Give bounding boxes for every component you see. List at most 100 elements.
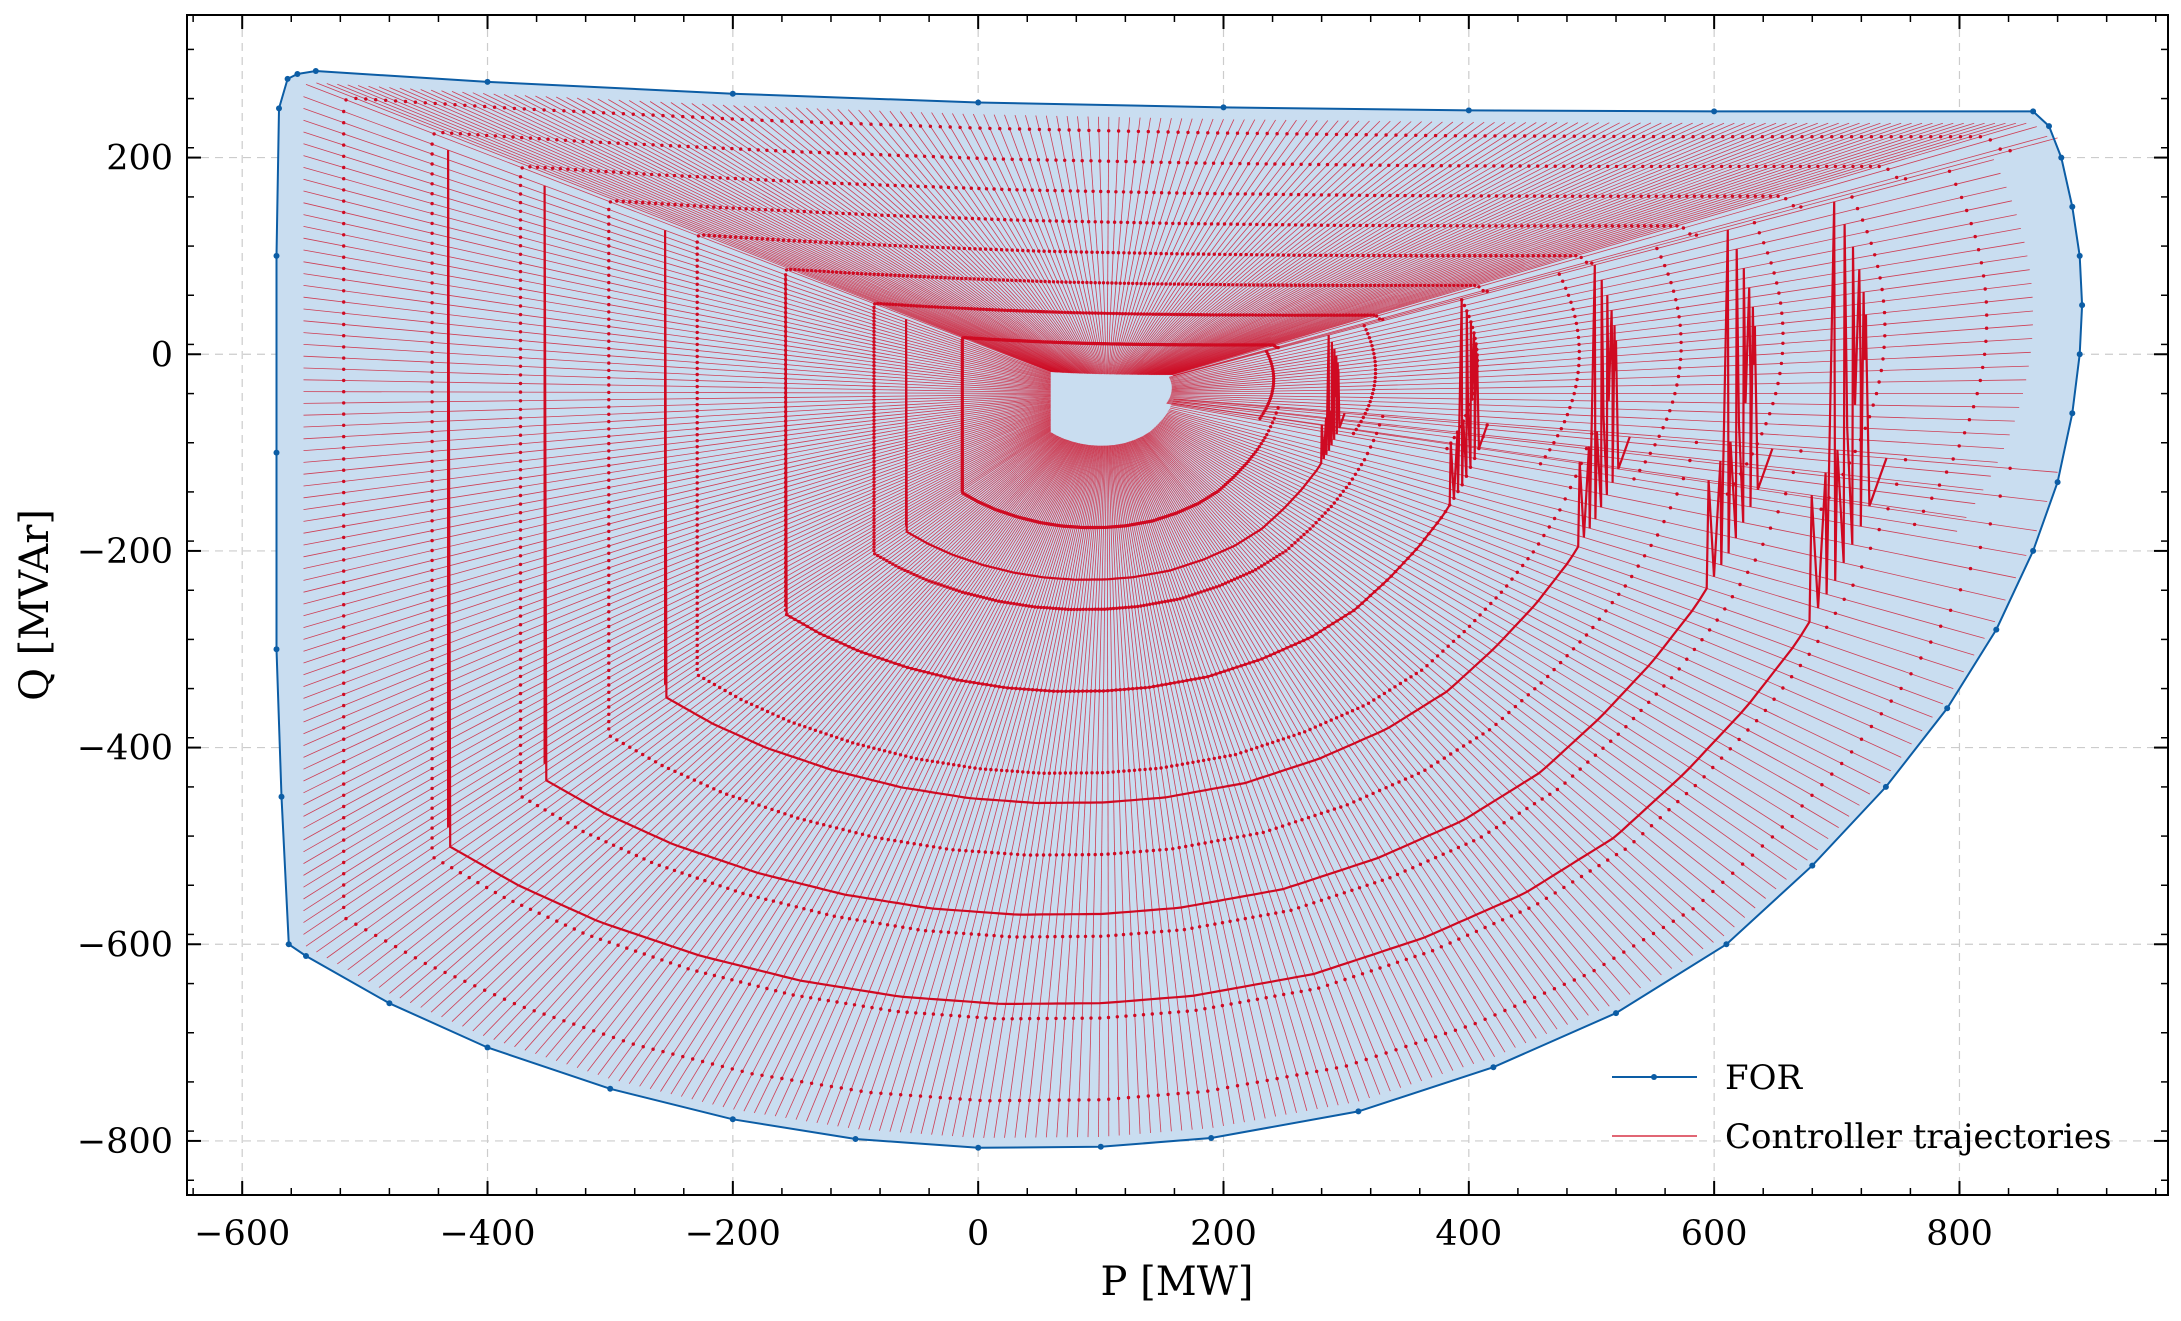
trajectory-point xyxy=(1578,640,1582,644)
trajectory-point xyxy=(957,1014,962,1018)
trajectory-point xyxy=(607,295,611,299)
trajectory-point xyxy=(1030,688,1035,692)
trajectory-point xyxy=(873,552,877,556)
for-boundary-point xyxy=(1465,107,1472,114)
trajectory-point xyxy=(1604,224,1608,228)
trajectory-point xyxy=(601,111,606,115)
trajectory-point xyxy=(342,401,346,405)
trajectory-point xyxy=(1030,935,1034,939)
trajectory-point xyxy=(628,745,632,749)
trajectory-point xyxy=(1630,574,1634,579)
trajectory-point xyxy=(1185,678,1189,683)
trajectory-point xyxy=(1166,1092,1170,1097)
trajectory-point xyxy=(607,405,611,409)
trajectory-line xyxy=(1161,419,1891,772)
trajectory-point xyxy=(1364,328,1368,332)
trajectory-point xyxy=(1303,253,1307,257)
trajectory-point xyxy=(783,523,788,527)
trajectory-point xyxy=(430,192,434,196)
trajectory-point xyxy=(651,1047,655,1051)
trajectory-point xyxy=(542,108,546,112)
trajectory-point xyxy=(342,659,346,663)
trajectory-point xyxy=(641,200,645,205)
trajectory-point xyxy=(1499,254,1504,258)
trajectory-point xyxy=(894,564,898,568)
trajectory-point xyxy=(1539,224,1543,228)
trajectory-point xyxy=(1474,736,1479,740)
trajectory-point xyxy=(1159,929,1164,934)
trajectory-point xyxy=(1681,135,1685,139)
trajectory-point xyxy=(1679,349,1683,353)
trajectory-point xyxy=(781,717,786,721)
trajectory-point xyxy=(1181,679,1185,683)
trajectory-point xyxy=(364,928,368,932)
trajectory-point xyxy=(1193,282,1198,286)
trajectory-point xyxy=(695,969,699,973)
trajectory-point xyxy=(1339,223,1343,228)
trajectory-point xyxy=(1193,592,1197,596)
trajectory-point xyxy=(803,725,807,729)
trajectory-point xyxy=(342,614,346,618)
trajectory-point xyxy=(1641,134,1646,139)
trajectory-point xyxy=(607,639,611,643)
axis-ticks xyxy=(187,15,2168,1195)
trajectory-point xyxy=(1272,651,1277,656)
trajectory-point xyxy=(607,544,611,548)
trajectory-point xyxy=(518,700,523,704)
trajectory-point xyxy=(1037,127,1042,132)
trajectory-point xyxy=(1475,347,1479,352)
trajectory-point xyxy=(566,167,570,171)
trajectory-point xyxy=(1077,128,1081,132)
trajectory-point xyxy=(783,476,788,480)
trajectory-point xyxy=(1435,654,1440,658)
trajectory-point xyxy=(1047,280,1052,284)
trajectory-line xyxy=(1127,442,1402,1088)
trajectory-point xyxy=(1119,851,1123,855)
trajectory-point xyxy=(968,126,972,130)
trajectory-line xyxy=(1167,411,1975,656)
trajectory-line xyxy=(1120,443,1308,1112)
trajectory-point xyxy=(998,1098,1002,1103)
trajectory-point xyxy=(1361,704,1365,708)
trajectory-point xyxy=(1688,458,1692,463)
trajectory-point xyxy=(1418,283,1423,288)
trajectory-point xyxy=(1292,733,1296,738)
trajectory-point xyxy=(520,135,524,140)
trajectory-point xyxy=(1770,835,1775,839)
trajectory-point xyxy=(906,569,910,574)
trajectory-line xyxy=(1166,413,1954,689)
trajectory-point xyxy=(634,749,638,753)
trajectory-point xyxy=(1187,312,1191,317)
trajectory-line xyxy=(1153,427,1777,890)
trajectory-point xyxy=(1302,532,1306,537)
trajectory-point xyxy=(1765,251,1770,255)
trajectory-line xyxy=(303,108,1051,374)
trajectory-line xyxy=(482,438,1064,1036)
trajectory-point xyxy=(1014,278,1018,283)
trajectory-point xyxy=(1510,194,1514,198)
trajectory-point xyxy=(1080,159,1084,163)
trajectory-point xyxy=(695,439,699,443)
trajectory-point xyxy=(760,1073,764,1078)
trajectory-point xyxy=(342,289,346,293)
trajectory-point xyxy=(861,242,865,246)
trajectory-point xyxy=(851,271,855,275)
trajectory-point xyxy=(1610,224,1615,228)
trajectory-point xyxy=(430,429,434,434)
trajectory-point xyxy=(1015,602,1019,606)
trajectory-point xyxy=(1737,164,1741,169)
trajectory-point xyxy=(872,363,876,368)
trajectory-point xyxy=(1118,281,1122,285)
trajectory-point xyxy=(695,396,699,401)
trajectory-point xyxy=(1060,934,1065,939)
trajectory-point xyxy=(1443,509,1448,514)
trajectory-line xyxy=(1162,418,1902,758)
trajectory-point xyxy=(1151,282,1156,286)
trajectory-point xyxy=(518,459,523,463)
trajectory-point xyxy=(1197,282,1202,287)
trajectory-point xyxy=(1604,609,1608,613)
trajectory-point xyxy=(783,292,788,296)
trajectory-point xyxy=(1181,596,1185,600)
trajectory-point xyxy=(607,632,611,636)
trajectory-point xyxy=(1485,423,1489,427)
